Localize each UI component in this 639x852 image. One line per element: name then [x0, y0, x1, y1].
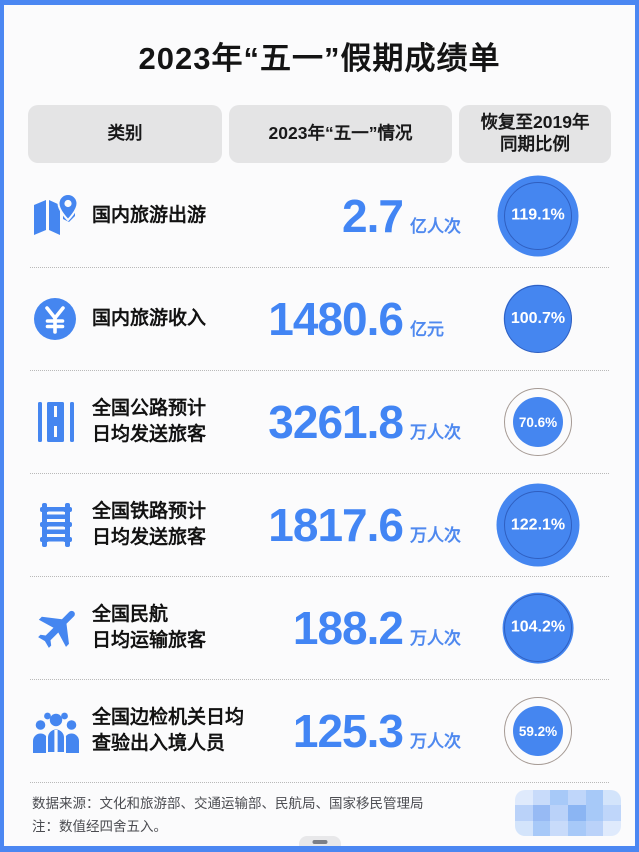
- yuan-coin-icon: [30, 295, 92, 343]
- recovery-circle: 104.2%: [492, 582, 584, 674]
- table-row: 国内旅游出游 2.7 亿人次 119.1%: [30, 165, 609, 268]
- recovery-bubble: 59.2%: [513, 706, 563, 756]
- category-label: 全国铁路预计 日均发送旅客: [92, 501, 207, 548]
- rounding-note: 注：数值经四舍五入。: [32, 818, 167, 834]
- value-number: 1817.6: [268, 499, 404, 551]
- people-group-icon: [30, 706, 92, 756]
- table-row: 全国公路预计 日均发送旅客 3261.8 万人次 70.6%: [30, 371, 609, 474]
- value-cell: 125.3 万人次: [250, 708, 467, 754]
- recovery-percent: 119.1%: [511, 206, 565, 224]
- recovery-bubble: 104.2%: [502, 592, 574, 664]
- value-cell: 1480.6 亿元: [250, 296, 467, 342]
- category-label: 全国公路预计 日均发送旅客: [92, 398, 207, 445]
- recovery-cell: 122.1%: [467, 479, 609, 571]
- recovery-circle: 122.1%: [492, 479, 584, 571]
- recovery-cell: 119.1%: [467, 170, 609, 262]
- category-label: 全国民航 日均运输旅客: [92, 604, 207, 651]
- header-recovery: 恢复至2019年 同期比例: [459, 105, 611, 163]
- header-situation: 2023年“五一”情况: [229, 105, 452, 163]
- table-row: 全国铁路预计 日均发送旅客 1817.6 万人次 122.1%: [30, 474, 609, 577]
- category-label: 全国边检机关日均 查验出入境人员: [92, 707, 245, 754]
- value-unit: 万人次: [410, 732, 461, 751]
- table-row: 国内旅游收入 1480.6 亿元 100.7%: [30, 268, 609, 371]
- recovery-circle: 70.6%: [492, 376, 584, 468]
- recovery-percent: 104.2%: [510, 619, 566, 636]
- highway-icon: [30, 396, 92, 448]
- footer-notes: 数据来源：文化和旅游部、交通运输部、民航局、国家移民管理局 注：数值经四舍五入。: [4, 783, 635, 839]
- recovery-percent: 59.2%: [518, 723, 558, 739]
- bottom-tab: [298, 836, 341, 846]
- airplane-icon: [30, 602, 92, 654]
- value-cell: 188.2 万人次: [250, 605, 467, 651]
- value-number: 2.7: [342, 190, 404, 242]
- table-row: 全国民航 日均运输旅客 188.2 万人次 104.2%: [30, 577, 609, 680]
- value-number: 125.3: [292, 705, 404, 757]
- recovery-cell: 59.2%: [467, 685, 609, 777]
- recovery-percent: 122.1%: [510, 515, 566, 533]
- value-number: 188.2: [292, 602, 404, 654]
- recovery-bubble: 100.7%: [503, 284, 573, 354]
- value-number: 1480.6: [268, 293, 404, 345]
- value-unit: 亿元: [410, 320, 444, 339]
- value-number: 3261.8: [268, 396, 404, 448]
- railway-icon: [30, 499, 92, 551]
- value-cell: 2.7 亿人次: [250, 193, 467, 239]
- recovery-cell: 104.2%: [467, 582, 609, 674]
- recovery-circle: 119.1%: [492, 170, 584, 262]
- table-header: 类别 2023年“五一”情况 恢复至2019年 同期比例: [4, 105, 635, 163]
- recovery-bubble: 122.1%: [496, 483, 580, 567]
- recovery-percent: 70.6%: [518, 414, 558, 430]
- recovery-cell: 70.6%: [467, 376, 609, 468]
- page-title: 2023年“五一”假期成绩单: [138, 41, 501, 76]
- blurred-watermark: [515, 790, 621, 836]
- recovery-percent: 100.7%: [510, 310, 566, 327]
- map-pin-icon: [30, 192, 92, 240]
- category-label: 国内旅游收入: [92, 308, 207, 330]
- recovery-circle: 59.2%: [492, 685, 584, 777]
- value-unit: 万人次: [410, 629, 461, 648]
- recovery-circle: 100.7%: [492, 273, 584, 365]
- table-body: 国内旅游出游 2.7 亿人次 119.1%: [4, 165, 635, 783]
- bottom-tab-handle-icon: [312, 840, 327, 844]
- recovery-cell: 100.7%: [467, 273, 609, 365]
- recovery-bubble: 70.6%: [513, 397, 563, 447]
- recovery-bubble: 119.1%: [497, 175, 579, 257]
- value-unit: 亿人次: [410, 217, 461, 236]
- value-cell: 3261.8 万人次: [250, 399, 467, 445]
- value-cell: 1817.6 万人次: [250, 502, 467, 548]
- data-source-note: 数据来源：文化和旅游部、交通运输部、民航局、国家移民管理局: [32, 796, 424, 811]
- value-unit: 万人次: [410, 526, 461, 545]
- table-row: 全国边检机关日均 查验出入境人员 125.3 万人次 59.2%: [30, 680, 609, 783]
- category-label: 国内旅游出游: [92, 205, 207, 227]
- header-category: 类别: [28, 105, 222, 163]
- value-unit: 万人次: [410, 423, 461, 442]
